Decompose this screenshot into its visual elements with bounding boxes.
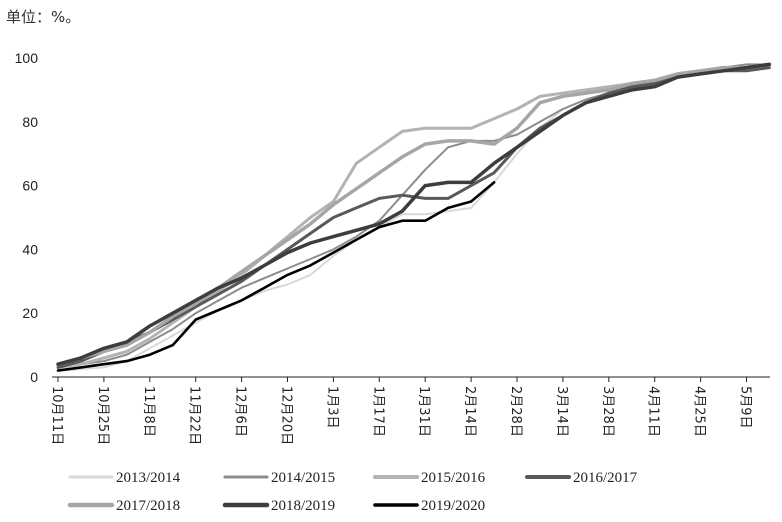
x-tick-label: 12月20日 — [279, 386, 294, 445]
y-tick-label: 100 — [15, 50, 39, 66]
x-tick-label: 10月25日 — [95, 386, 110, 445]
series-line-2017-2018 — [56, 62, 772, 366]
x-tick-label: 2月28日 — [508, 386, 523, 437]
legend-label: 2018/2019 — [271, 498, 335, 514]
series-line-2018-2019 — [56, 62, 772, 366]
legend-label: 2017/2018 — [116, 498, 180, 514]
x-tick-label: 10月11日 — [49, 386, 64, 445]
x-tick-label: 12月6日 — [233, 386, 248, 437]
x-tick-label: 4月25日 — [692, 386, 707, 437]
legend: 2013/2014 2014/2015 2015/2016 2016/2017 2017… — [67, 470, 638, 514]
legend-label: 2013/2014 — [116, 470, 181, 486]
x-tick-label: 3月14日 — [554, 386, 569, 437]
x-tick-label: 1月3日 — [324, 386, 339, 429]
y-tick-label: 80 — [22, 114, 38, 130]
x-tick-label: 5月9日 — [738, 386, 753, 429]
x-tick-label: 3月28日 — [600, 386, 615, 437]
x-axis-labels: 10月11日 10月25日 11月8日 11月22日 12月6日 12月20日 1月3日 1月… — [49, 386, 753, 445]
y-tick-label: 20 — [22, 305, 38, 321]
legend-label: 2016/2017 — [573, 470, 638, 486]
x-tick-label: 2月14日 — [462, 386, 477, 437]
y-tick-label: 40 — [22, 241, 38, 257]
legend-label: 2019/2020 — [421, 498, 485, 514]
y-tick-label: 60 — [22, 178, 38, 194]
x-tick-label: 1月31日 — [416, 386, 431, 437]
x-tick-label: 11月8日 — [141, 386, 156, 437]
series-lines — [56, 62, 772, 372]
unit-label: 单位：%。 — [6, 8, 81, 26]
legend-label: 2014/2015 — [271, 470, 335, 486]
y-tick-label: 0 — [30, 369, 38, 385]
x-tick-label: 4月11日 — [646, 386, 661, 437]
series-line-2019-2020 — [56, 181, 496, 372]
x-tick-label: 11月22日 — [187, 386, 202, 445]
x-tick-label: 1月17日 — [370, 386, 385, 437]
y-axis-labels: 0 20 40 60 80 100 — [15, 50, 39, 385]
legend-label: 2015/2016 — [421, 470, 486, 486]
x-axis-ticks — [57, 377, 747, 382]
